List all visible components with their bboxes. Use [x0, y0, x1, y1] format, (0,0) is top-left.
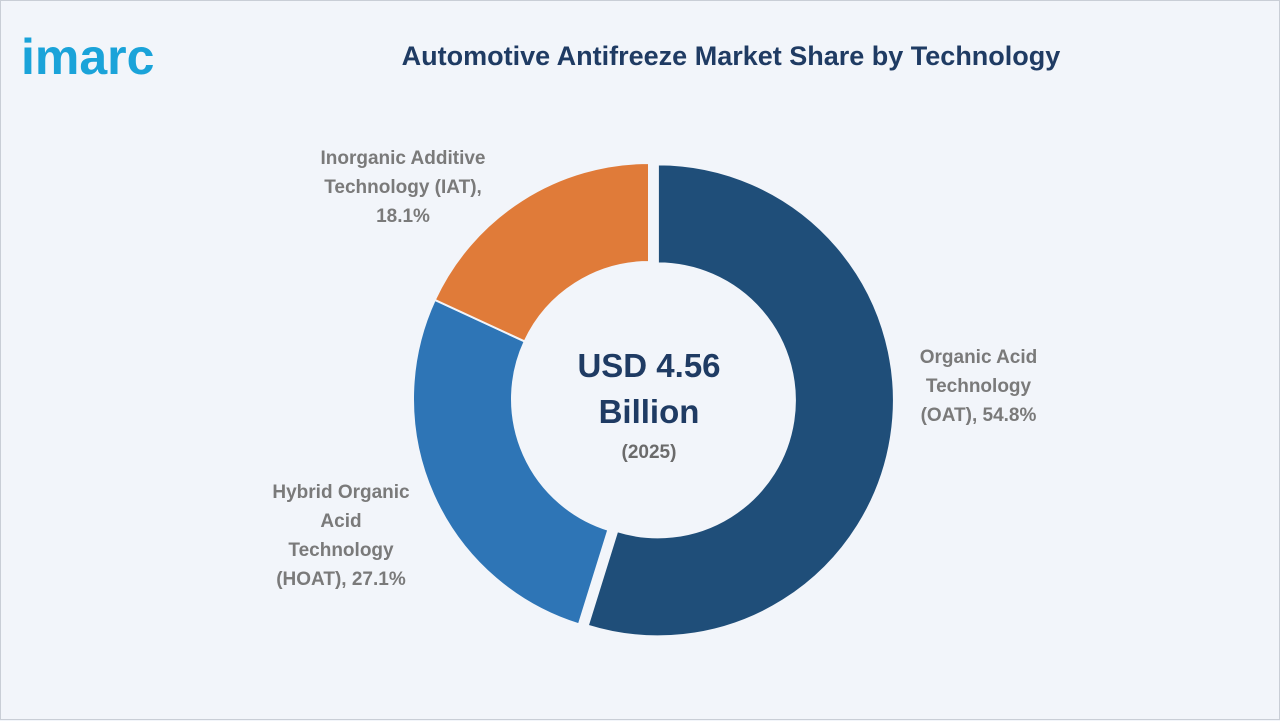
- donut-slice-hoat: [412, 298, 610, 626]
- slice-label-oat: Organic Acid Technology (OAT), 54.8%: [896, 343, 1061, 430]
- slice-label-line: Technology (IAT),: [324, 177, 482, 198]
- slice-label-line: (OAT), 54.8%: [920, 405, 1037, 426]
- donut-slice-iat: [433, 161, 650, 343]
- imarc-logo: imarc: [21, 29, 154, 85]
- total-value-line1: USD 4.56: [577, 347, 721, 384]
- slice-label-line: 18.1%: [376, 206, 430, 227]
- slice-label-line: Inorganic Additive: [320, 148, 486, 169]
- total-year: (2025): [621, 442, 677, 463]
- slice-label-line: Technology: [288, 540, 394, 561]
- slice-label-hoat: Hybrid Organic Acid Technology (HOAT), 2…: [241, 478, 441, 594]
- donut-slice-oat: [586, 163, 895, 638]
- slice-label-line: Hybrid Organic: [272, 482, 410, 503]
- slice-label-line: Acid: [320, 511, 362, 532]
- slice-label-line: Organic Acid: [919, 347, 1038, 368]
- slice-label-line: Technology: [925, 376, 1032, 397]
- chart-title: Automotive Antifreeze Market Share by Te…: [401, 41, 1061, 71]
- logo-text: imarc: [21, 29, 154, 85]
- total-value-line2: Billion: [598, 393, 700, 430]
- slice-label-line: (HOAT), 27.1%: [276, 569, 406, 590]
- slice-label-iat: Inorganic Additive Technology (IAT), 18.…: [293, 144, 513, 231]
